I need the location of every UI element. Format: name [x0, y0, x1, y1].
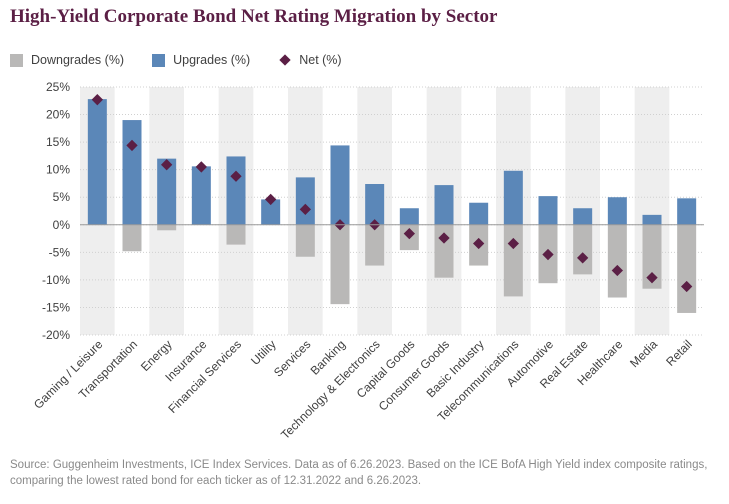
upgrade-bar: [226, 156, 246, 225]
net-marker: [646, 272, 658, 284]
background-band: [634, 87, 670, 335]
downgrade-bar: [607, 224, 627, 298]
net-marker: [507, 237, 519, 250]
upgrade-bar: [87, 99, 107, 225]
downgrade-bar: [226, 224, 246, 245]
legend-label-upgrades: Upgrades (%): [173, 53, 251, 67]
downgrade-bar: [503, 224, 523, 297]
upgrade-bar: [642, 214, 662, 225]
net-marker: [438, 232, 450, 244]
net-marker: [473, 237, 485, 250]
legend-item-upgrades: Upgrades (%): [152, 53, 250, 67]
legend-item-downgrades: Downgrades (%): [10, 53, 124, 67]
upgrade-bar: [573, 208, 593, 225]
net-marker: [403, 227, 415, 240]
downgrade-bar: [365, 224, 385, 266]
legend-item-net: Net (%): [278, 53, 342, 67]
y-tick-label: -10%: [42, 273, 70, 287]
y-tick-label: 20%: [46, 108, 70, 122]
net-marker: [542, 248, 554, 261]
y-tick-label: 0%: [53, 218, 71, 232]
y-tick-label: 5%: [53, 190, 71, 204]
upgrade-bar: [469, 202, 489, 225]
downgrade-bar: [642, 224, 662, 289]
downgrade-bar: [573, 224, 593, 275]
y-tick-label: -15%: [42, 300, 70, 314]
y-tick-label: 15%: [46, 135, 70, 149]
net-marker: [195, 161, 207, 173]
x-tick-label: Media: [627, 337, 660, 370]
upgrade-bar: [503, 170, 523, 225]
y-tick-label: 25%: [46, 80, 70, 94]
upgrade-bar: [365, 183, 385, 225]
legend-swatch-upgrades: [152, 53, 166, 67]
downgrade-bar: [295, 224, 315, 257]
upgrade-bar: [261, 199, 281, 225]
legend-marker-net: [279, 54, 291, 66]
upgrade-bar: [157, 158, 177, 225]
upgrade-bar: [434, 185, 454, 225]
upgrade-bar: [399, 208, 419, 225]
net-marker: [126, 139, 138, 152]
legend-label-downgrades: Downgrades (%): [31, 53, 125, 67]
downgrade-bar: [122, 224, 142, 252]
x-tick-label: Utility: [248, 337, 279, 368]
upgrade-bar: [607, 197, 627, 225]
chart-title: High-Yield Corporate Bond Net Rating Mig…: [10, 6, 498, 27]
downgrade-bar: [330, 224, 350, 305]
upgrade-bar: [330, 145, 350, 225]
net-marker: [611, 264, 623, 277]
upgrade-bar: [538, 196, 558, 225]
upgrade-bar: [677, 198, 697, 225]
upgrade-bar: [191, 166, 211, 225]
upgrade-bar: [122, 120, 142, 225]
y-tick-label: -5%: [49, 245, 71, 259]
legend-swatch-downgrades: [10, 53, 23, 67]
downgrade-bar: [677, 224, 697, 313]
net-marker: [681, 280, 693, 293]
downgrade-bar: [157, 224, 177, 231]
source-note: Source: Guggenheim Investments, ICE Inde…: [10, 459, 708, 487]
legend-label-net: Net (%): [299, 53, 342, 67]
x-tick-label: Retail: [663, 337, 695, 369]
net-marker: [577, 252, 589, 264]
chart-plot: 25%20%15%10%5%0%-5%-10%-15%-20%Gaming / …: [31, 80, 704, 442]
x-tick-label: Services: [271, 337, 313, 379]
y-tick-label: 10%: [46, 163, 70, 177]
upgrade-bar: [295, 177, 315, 225]
y-tick-label: -20%: [42, 328, 70, 342]
legend: Downgrades (%) Upgrades (%) Net (%): [10, 50, 370, 70]
